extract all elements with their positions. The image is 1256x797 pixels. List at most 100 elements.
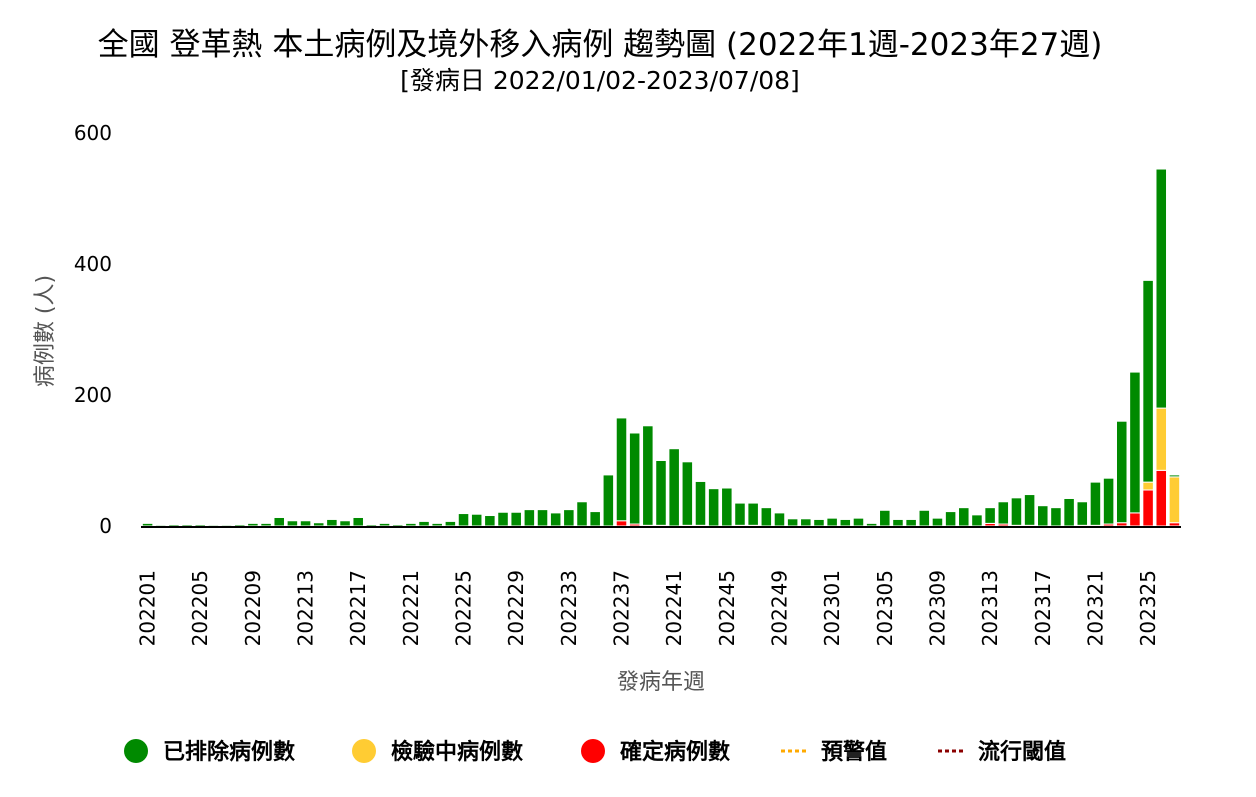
legend: 已排除病例數 檢驗中病例數 確定病例數 預警值 流行閾值 [124, 739, 1066, 765]
x-tick-label: 202213 [294, 570, 318, 646]
bar-excluded [194, 524, 207, 527]
bar-excluded [997, 501, 1010, 525]
legend-label: 檢驗中病例數 [391, 739, 523, 765]
bar-excluded [312, 522, 325, 527]
bar-excluded [1010, 497, 1023, 526]
bar-excluded [273, 516, 285, 527]
bar-excluded [352, 516, 364, 527]
y-axis-label: 病例數 (人) [33, 275, 58, 387]
bar-excluded [260, 522, 272, 527]
bar-excluded [826, 517, 838, 527]
x-tick-label: 202225 [452, 570, 476, 646]
bar-excluded [378, 522, 391, 527]
bar-excluded [1129, 371, 1141, 514]
bar-excluded [1102, 477, 1115, 525]
bar-excluded [444, 520, 457, 527]
bar-excluded [589, 511, 601, 527]
bar-excluded [721, 487, 733, 527]
bar-excluded [405, 522, 417, 527]
bar-excluded [470, 513, 483, 527]
y-tick-label: 0 [99, 514, 112, 538]
bar-excluded [655, 460, 667, 526]
bar-excluded [523, 509, 536, 527]
x-tick-label: 202209 [241, 570, 265, 646]
bar-excluded [971, 514, 983, 527]
bar-excluded [365, 524, 378, 527]
bar-excluded [549, 512, 562, 527]
bar-excluded [760, 507, 773, 527]
bar-excluded [1155, 168, 1168, 409]
bar-excluded [339, 520, 351, 527]
bar-excluded [707, 488, 720, 527]
bar-pending [1168, 476, 1181, 524]
bar-confirmed [1155, 469, 1168, 527]
x-tick-label: 202317 [1031, 570, 1055, 646]
y-tick-label: 200 [74, 383, 112, 407]
x-tick-label: 202205 [188, 570, 212, 646]
bar-confirmed [615, 520, 628, 527]
bar-excluded [247, 522, 259, 527]
bar-excluded [944, 511, 957, 527]
bar-excluded [668, 448, 680, 527]
bar-excluded [931, 517, 944, 527]
bar-excluded [326, 518, 338, 527]
bar-excluded [497, 511, 509, 527]
y-tick-label: 400 [74, 252, 112, 276]
bar-confirmed [1129, 512, 1141, 527]
bar-excluded [536, 509, 549, 527]
bar-excluded [457, 513, 470, 527]
bar-excluded [813, 518, 825, 527]
legend-marker [581, 739, 605, 763]
bar-excluded [1037, 505, 1049, 527]
x-tick-label: 202241 [662, 570, 686, 646]
bar-excluded [1023, 494, 1036, 526]
bar-confirmed [1142, 489, 1154, 527]
bar-excluded [694, 480, 707, 526]
bar-excluded [1115, 420, 1128, 524]
x-tick-label: 202237 [610, 570, 634, 646]
bar-excluded [905, 518, 917, 527]
bar-excluded [892, 518, 904, 527]
legend-label: 已排除病例數 [163, 739, 295, 765]
bar-excluded [141, 522, 154, 527]
bar-excluded [181, 524, 193, 527]
bar-excluded [299, 520, 312, 527]
x-tick-label: 202233 [557, 570, 581, 646]
bar-excluded [1076, 501, 1089, 526]
chart-title: 全國 登革熱 本土病例及境外移入病例 趨勢圖 (2022年1週-2023年27週… [98, 27, 1103, 63]
bar-excluded [1050, 507, 1062, 527]
bar-excluded [431, 522, 443, 527]
legend-marker [352, 739, 376, 763]
x-tick-label: 202245 [715, 570, 739, 646]
chart-subtitle: [發病日 2022/01/02-2023/07/08] [400, 66, 800, 95]
bar-excluded [958, 507, 970, 527]
bar-excluded [865, 522, 878, 527]
legend-marker [124, 739, 148, 763]
bar-pending [1155, 407, 1168, 471]
bar-excluded [1168, 474, 1181, 478]
bar-excluded [602, 474, 615, 527]
bar-excluded [418, 520, 430, 527]
legend-label: 預警值 [821, 739, 887, 765]
bar-excluded [747, 502, 759, 526]
bar-pending [1142, 481, 1154, 491]
bar-excluded [510, 511, 522, 527]
bar-excluded [839, 518, 852, 527]
bar-excluded [984, 507, 996, 524]
x-tick-label: 202305 [873, 570, 897, 646]
legend-label: 確定病例數 [620, 739, 730, 765]
x-tick-label: 202301 [820, 570, 844, 646]
y-axis: 0 200 400 600 [74, 121, 112, 538]
bar-excluded [286, 520, 299, 527]
bar-excluded [773, 512, 786, 527]
x-tick-label: 202221 [399, 570, 423, 646]
x-tick-label: 202309 [925, 570, 949, 646]
bar-excluded [233, 524, 246, 527]
x-axis: 202201 202205 202209 202213 202217 202221 2022… [136, 570, 1161, 646]
y-tick-label: 600 [74, 121, 112, 145]
bar-excluded [484, 515, 496, 527]
bar-excluded [642, 425, 654, 526]
bars [141, 168, 1181, 528]
x-tick-label: 202229 [504, 570, 528, 646]
